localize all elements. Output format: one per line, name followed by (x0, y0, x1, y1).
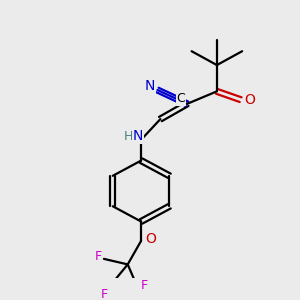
Text: O: O (244, 93, 255, 107)
Text: N: N (133, 130, 143, 143)
Text: O: O (145, 232, 156, 247)
Text: F: F (94, 250, 101, 262)
Text: F: F (100, 288, 107, 300)
Text: C: C (176, 92, 185, 105)
Text: F: F (140, 279, 148, 292)
Text: N: N (145, 79, 155, 93)
Text: H: H (124, 130, 133, 143)
